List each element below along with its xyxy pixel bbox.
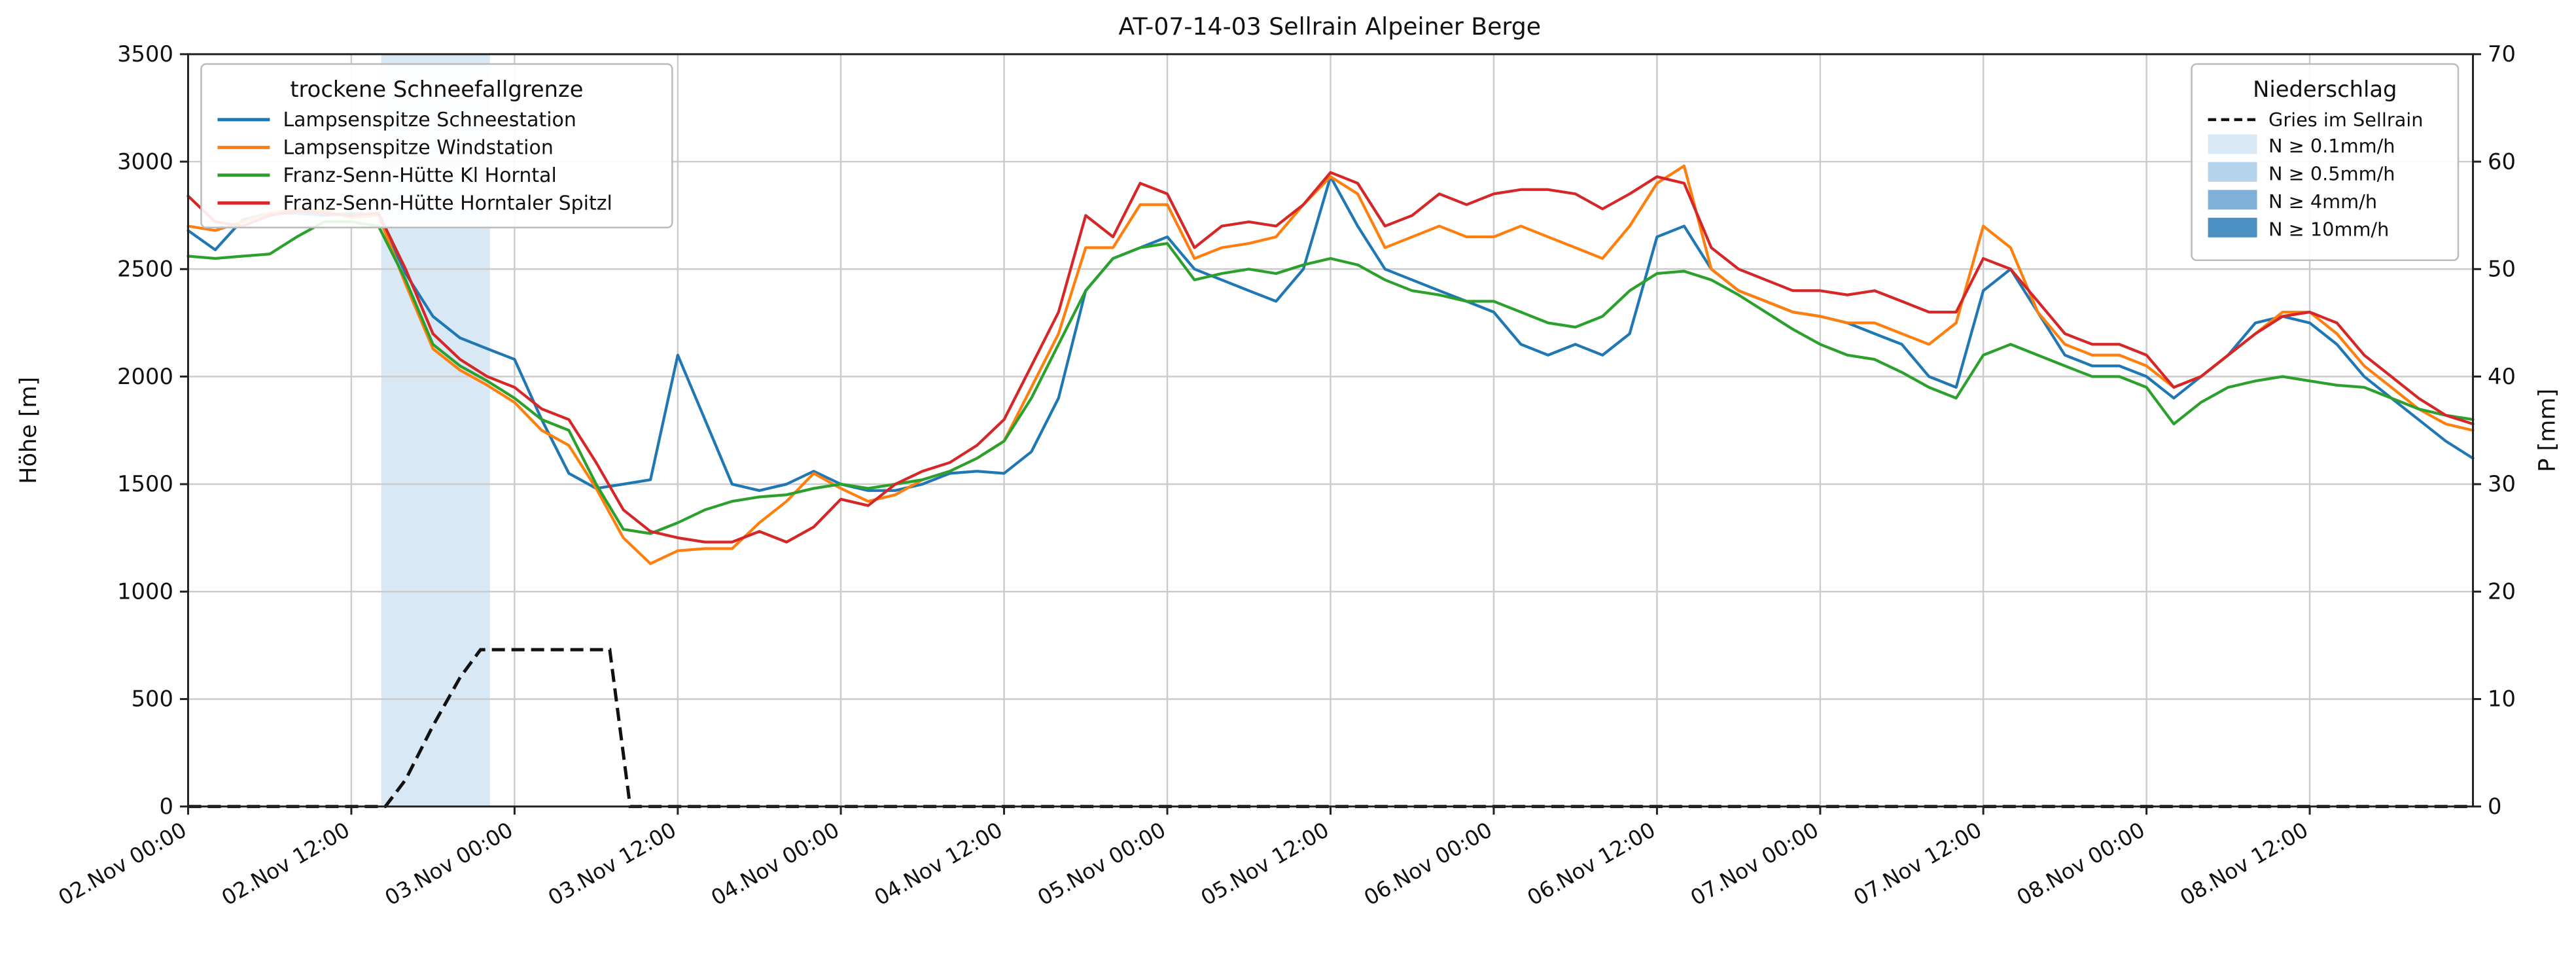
data-layer	[186, 164, 2475, 809]
snowline-legend: trockene Schneefallgrenze Lampsenspitze S…	[200, 63, 673, 229]
x-tick-label: 05.Nov 12:00	[1197, 817, 1333, 910]
legend-band-label-1: N ≥ 0.5mm/h	[2268, 162, 2395, 185]
precip-legend-title: Niederschlag	[2253, 77, 2397, 102]
snowline-legend-title: trockene Schneefallgrenze	[290, 77, 583, 102]
y-tick-label-left: 3000	[117, 149, 173, 174]
legend-label-lampsenspitze-schneestation: Lampsenspitze Schneestation	[283, 109, 576, 132]
x-tick-label: 08.Nov 12:00	[2176, 817, 2312, 910]
y-axis-label-right: P [mm]	[2535, 389, 2561, 472]
y-tick-label-left: 1000	[117, 578, 173, 604]
x-tick-label: 03.Nov 00:00	[381, 817, 518, 910]
legend-band-label-0: N ≥ 0.1mm/h	[2268, 135, 2395, 157]
y-tick-label-left: 500	[132, 686, 173, 712]
y-tick-label-left: 2000	[117, 364, 173, 389]
y-tick-label-right: 20	[2488, 578, 2516, 604]
y-tick-label-right: 40	[2488, 364, 2516, 389]
x-tick-label: 05.Nov 00:00	[1033, 817, 1170, 910]
series-line-franz-senn-huette-horntaler-spitzl	[186, 171, 2475, 544]
legend-band-swatch-3	[2208, 217, 2257, 237]
legend-band-swatch-0	[2208, 134, 2257, 154]
series-line-franz-senn-huette-kl-horntal	[186, 220, 2475, 535]
y-axis-label-left: Höhe [m]	[16, 377, 42, 484]
plot-frame	[186, 53, 2475, 808]
precip-legend: Niederschlag Gries im Sellrain N ≥ 0.1mm/h…	[2191, 63, 2460, 262]
x-tick-label: 06.Nov 12:00	[1523, 817, 1660, 910]
legend-band-label-3: N ≥ 10mm/h	[2268, 218, 2389, 240]
y-tick-label-left: 0	[159, 794, 173, 819]
y-tick-label-left: 3500	[117, 41, 173, 67]
legend-band-swatch-2	[2208, 190, 2257, 210]
y-tick-label-right: 10	[2488, 686, 2516, 712]
legend-band-label-2: N ≥ 4mm/h	[2268, 190, 2377, 213]
x-tick-label: 08.Nov 00:00	[2013, 817, 2149, 910]
x-tick-label: 03.Nov 12:00	[544, 817, 680, 910]
axes-frame-layer	[186, 53, 2475, 808]
x-tick-label: 02.Nov 12:00	[217, 817, 354, 910]
x-tick-label: 07.Nov 12:00	[1849, 817, 1986, 910]
y-tick-label-right: 70	[2488, 41, 2516, 67]
precip-legend-box	[2191, 63, 2460, 262]
y-tick-label-right: 50	[2488, 256, 2516, 282]
legends-layer: trockene Schneefallgrenze Lampsenspitze S…	[200, 63, 2460, 262]
y-tick-label-right: 60	[2488, 149, 2516, 174]
chart-title: AT-07-14-03 Sellrain Alpeiner Berge	[1118, 12, 1541, 41]
legend-label-franz-senn-huette-kl-horntal: Franz-Senn-Hütte Kl Horntal	[283, 164, 556, 187]
y-tick-label-right: 30	[2488, 471, 2516, 497]
x-tick-label: 06.Nov 00:00	[1360, 817, 1496, 910]
legend-label-franz-senn-huette-horntaler-spitzl: Franz-Senn-Hütte Horntaler Spitzl	[283, 192, 612, 215]
legend-label-gries-im-sellrain: Gries im Sellrain	[2268, 109, 2423, 131]
y-tick-label-left: 2500	[117, 256, 173, 282]
x-tick-label: 04.Nov 12:00	[870, 817, 1007, 910]
x-tick-label: 04.Nov 00:00	[707, 817, 843, 910]
snowline-legend-box	[200, 63, 673, 229]
y-tick-label-left: 1500	[117, 471, 173, 497]
legend-label-lampsenspitze-windstation: Lampsenspitze Windstation	[283, 136, 553, 159]
y-tick-label-right: 0	[2488, 794, 2501, 819]
x-tick-label: 07.Nov 00:00	[1686, 817, 1823, 910]
x-tick-label: 02.Nov 00:00	[54, 817, 191, 910]
series-line-lampsenspitze-windstation	[186, 164, 2475, 565]
legend-band-swatch-1	[2208, 162, 2257, 182]
